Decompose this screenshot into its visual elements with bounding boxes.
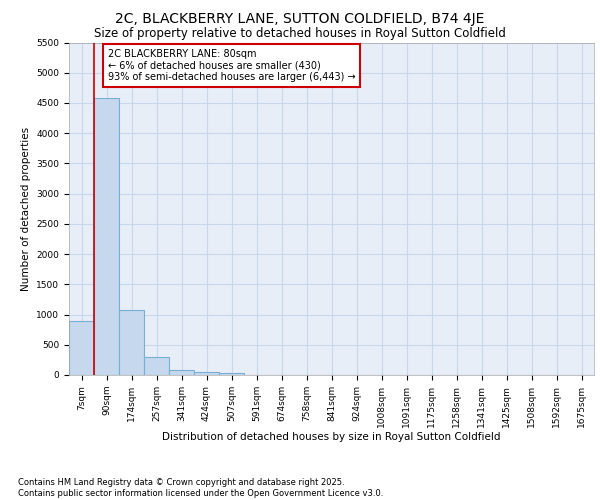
Bar bbox=[169, 370, 194, 375]
Text: Size of property relative to detached houses in Royal Sutton Coldfield: Size of property relative to detached ho… bbox=[94, 28, 506, 40]
X-axis label: Distribution of detached houses by size in Royal Sutton Coldfield: Distribution of detached houses by size … bbox=[162, 432, 501, 442]
Bar bbox=[94, 98, 119, 375]
Text: Contains HM Land Registry data © Crown copyright and database right 2025.
Contai: Contains HM Land Registry data © Crown c… bbox=[18, 478, 383, 498]
Bar bbox=[144, 357, 169, 375]
Bar bbox=[119, 310, 144, 375]
Bar bbox=[69, 320, 94, 375]
Bar bbox=[219, 373, 244, 375]
Text: 2C, BLACKBERRY LANE, SUTTON COLDFIELD, B74 4JE: 2C, BLACKBERRY LANE, SUTTON COLDFIELD, B… bbox=[115, 12, 485, 26]
Bar bbox=[194, 372, 219, 375]
Y-axis label: Number of detached properties: Number of detached properties bbox=[21, 126, 31, 291]
Text: 2C BLACKBERRY LANE: 80sqm
← 6% of detached houses are smaller (430)
93% of semi-: 2C BLACKBERRY LANE: 80sqm ← 6% of detach… bbox=[108, 48, 355, 82]
